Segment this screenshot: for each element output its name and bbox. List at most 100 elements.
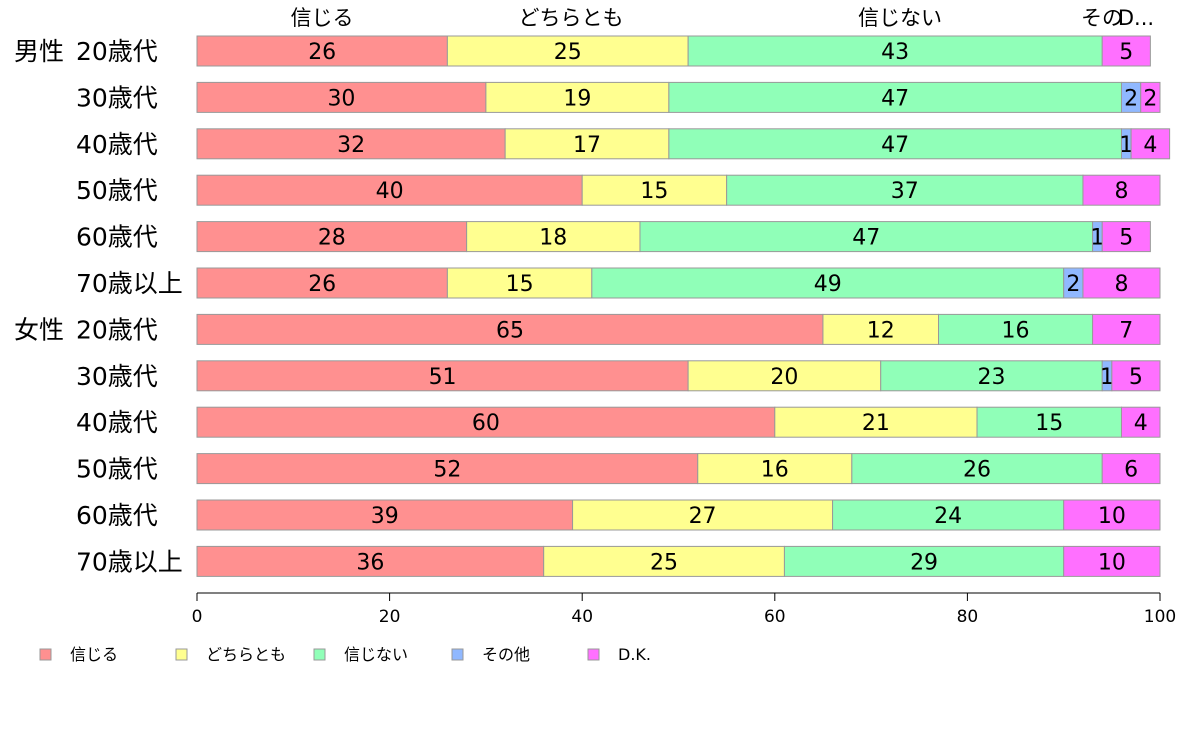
top-label-0: 信じる	[291, 6, 354, 30]
bar-segment	[774, 406, 978, 438]
data-label: 1	[1090, 226, 1104, 251]
top-label-2: 信じない	[858, 6, 942, 30]
data-label: 15	[506, 272, 534, 297]
data-label: 19	[563, 86, 591, 111]
row-label: 20歳代	[76, 37, 158, 66]
row-label: 70歳以上	[76, 269, 183, 298]
data-label: 37	[891, 179, 919, 204]
data-label: 47	[852, 226, 880, 251]
bar-row-4: 28 18 47 1 5	[196, 221, 1151, 253]
data-label: 60	[472, 411, 500, 436]
bar-row-8: 60 21 15 4	[196, 406, 1161, 438]
x-axis: 0 20 40 60 80 100	[192, 592, 1176, 627]
bar-segment	[1101, 221, 1151, 253]
data-label: 15	[1035, 411, 1063, 436]
bar-segment	[196, 128, 506, 160]
bar-segment	[196, 499, 574, 531]
data-label: 5	[1119, 226, 1133, 251]
bar-segment	[591, 267, 1065, 299]
data-label: 18	[539, 226, 567, 251]
bar-segment	[1063, 545, 1161, 577]
x-tick-label: 80	[957, 607, 979, 627]
data-label: 16	[761, 458, 789, 483]
bar-segment	[832, 499, 1065, 531]
row-label: 60歳代	[76, 223, 158, 252]
bar-segment	[1082, 174, 1161, 206]
group-label-0: 男性	[14, 37, 64, 66]
legend-label: 信じる	[70, 645, 118, 664]
x-tick-label: 100	[1144, 607, 1176, 627]
top-label-3: その	[1081, 6, 1123, 30]
data-label: 5	[1119, 40, 1133, 65]
data-label: 43	[881, 40, 909, 65]
bar-row-3: 40 15 37 8	[196, 174, 1161, 206]
bar-segment	[1063, 499, 1161, 531]
data-label: 26	[308, 272, 336, 297]
bar-row-7: 51 20 23 1 5	[196, 360, 1161, 392]
top-label-4: D...	[1118, 6, 1154, 30]
bar-row-2: 32 17 47 1 4	[196, 128, 1171, 160]
x-tick-label: 20	[379, 607, 401, 627]
bar-segment	[639, 221, 1094, 253]
data-label: 47	[881, 133, 909, 158]
data-label: 24	[934, 504, 962, 529]
data-label: 16	[1002, 318, 1030, 343]
top-category-labels: 信じる どちらとも 信じない そのD...	[291, 6, 1155, 30]
data-label: 65	[496, 318, 524, 343]
data-label: 39	[371, 504, 399, 529]
data-label: 4	[1134, 411, 1148, 436]
bar-segment	[1082, 267, 1161, 299]
data-label: 20	[770, 365, 798, 390]
row-label: 20歳代	[76, 315, 158, 344]
row-label: 30歳代	[76, 83, 158, 112]
legend-swatch	[39, 648, 52, 661]
bar-row-6: 65 12 16 7	[196, 313, 1161, 345]
row-label: 40歳代	[76, 408, 158, 437]
bar-segment	[196, 35, 448, 67]
group-label-1: 女性	[14, 315, 64, 344]
data-label: 29	[910, 550, 938, 575]
bar-segment	[485, 81, 670, 113]
data-label: 28	[318, 226, 346, 251]
bar-segment	[687, 35, 1103, 67]
bar-segment	[196, 81, 487, 113]
data-label: 36	[356, 550, 384, 575]
bar-segment	[196, 406, 776, 438]
bar-row-0: 26 25 43 5	[196, 35, 1151, 67]
legend-swatch	[175, 648, 188, 661]
x-tick-label: 40	[571, 607, 593, 627]
data-label: 2	[1066, 272, 1080, 297]
bar-segment	[196, 267, 448, 299]
data-label: 15	[640, 179, 668, 204]
data-label: 5	[1129, 365, 1143, 390]
data-label: 25	[554, 40, 582, 65]
bar-row-1: 30 19 47 2 2	[196, 81, 1161, 113]
bar-row-9: 52 16 26 6	[196, 453, 1161, 485]
legend-label: 信じない	[344, 645, 408, 664]
bar-segment	[196, 221, 468, 253]
bar-segment	[1111, 360, 1161, 392]
legend-label: その他	[482, 645, 530, 664]
data-label: 52	[433, 458, 461, 483]
data-label: 17	[573, 133, 601, 158]
bar-row-11: 36 25 29 10	[196, 545, 1161, 577]
bar-segment	[697, 453, 853, 485]
bar-segment	[504, 128, 670, 160]
row-label: 60歳代	[76, 501, 158, 530]
row-label: 40歳代	[76, 130, 158, 159]
bars: 26 25 43 530 19 47 2 232 17 47 1 440 15 37 828 18 47 1 526…	[196, 35, 1171, 577]
data-label: 1	[1119, 133, 1133, 158]
legend-swatch	[587, 648, 600, 661]
data-label: 2	[1143, 86, 1157, 111]
data-label: 1	[1100, 365, 1114, 390]
legend-label: D.K.	[618, 645, 651, 664]
top-label-1: どちらとも	[519, 6, 624, 30]
bar-segment	[726, 174, 1084, 206]
data-label: 6	[1124, 458, 1138, 483]
bar-segment	[976, 406, 1122, 438]
data-label: 8	[1114, 272, 1128, 297]
data-label: 2	[1124, 86, 1138, 111]
bar-segment	[1101, 35, 1151, 67]
legend-label: どちらとも	[206, 645, 286, 664]
